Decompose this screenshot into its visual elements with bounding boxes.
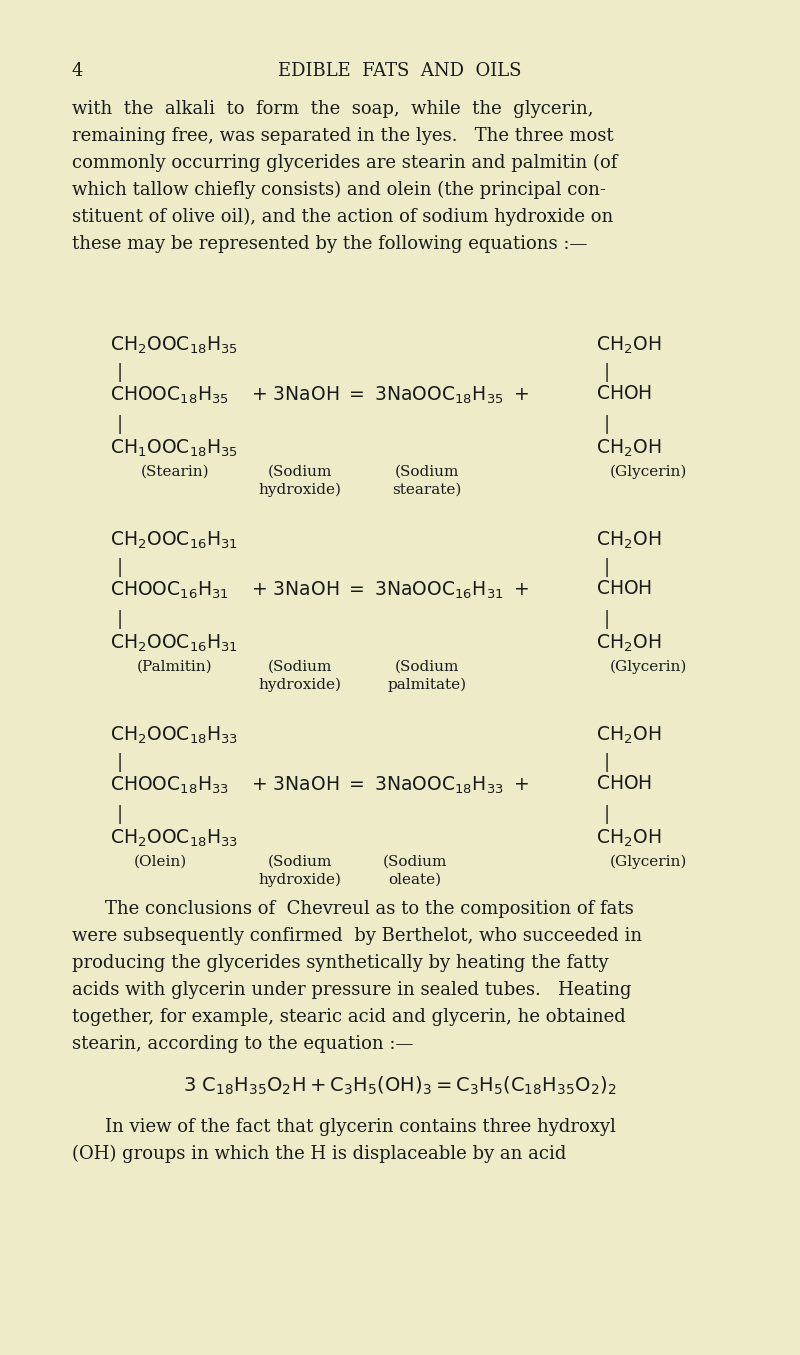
Text: |: | [604, 415, 610, 434]
Text: oleate): oleate) [389, 873, 442, 888]
Text: $\mathrm{CHOOC_{16}H_{31}}$: $\mathrm{CHOOC_{16}H_{31}}$ [110, 580, 229, 602]
Text: $\mathrm{CH_2OOC_{16}H_{31}}$: $\mathrm{CH_2OOC_{16}H_{31}}$ [110, 633, 238, 654]
Text: $\mathrm{CH_2OOC_{18}H_{35}}$: $\mathrm{CH_2OOC_{18}H_{35}}$ [110, 335, 238, 356]
Text: |: | [117, 753, 123, 772]
Text: $+ \ 3\mathrm{NaOH} \ = \ 3\mathrm{NaOOC_{18}H_{33}} \ +$: $+ \ 3\mathrm{NaOH} \ = \ 3\mathrm{NaOOC… [251, 775, 529, 797]
Text: (Sodium: (Sodium [395, 660, 459, 673]
Text: (Stearin): (Stearin) [141, 465, 210, 480]
Text: |: | [117, 610, 123, 629]
Text: 4: 4 [72, 62, 83, 80]
Text: $\mathrm{CH_2OOC_{18}H_{33}}$: $\mathrm{CH_2OOC_{18}H_{33}}$ [110, 828, 238, 850]
Text: (Glycerin): (Glycerin) [610, 660, 686, 675]
Text: (Glycerin): (Glycerin) [610, 855, 686, 870]
Text: |: | [604, 558, 610, 577]
Text: hydroxide): hydroxide) [258, 678, 342, 692]
Text: (Glycerin): (Glycerin) [610, 465, 686, 480]
Text: $+ \ 3\mathrm{NaOH} \ = \ 3\mathrm{NaOOC_{18}H_{35}} \ +$: $+ \ 3\mathrm{NaOH} \ = \ 3\mathrm{NaOOC… [251, 385, 529, 406]
Text: $\mathrm{CH_2OH}$: $\mathrm{CH_2OH}$ [596, 828, 662, 850]
Text: (Sodium: (Sodium [268, 465, 332, 480]
Text: with  the  alkali  to  form  the  soap,  while  the  glycerin,: with the alkali to form the soap, while … [72, 100, 594, 118]
Text: $\mathrm{CHOH}$: $\mathrm{CHOH}$ [596, 385, 652, 402]
Text: producing the glycerides synthetically by heating the fatty: producing the glycerides synthetically b… [72, 954, 609, 972]
Text: $+ \ 3\mathrm{NaOH} \ = \ 3\mathrm{NaOOC_{16}H_{31}} \ +$: $+ \ 3\mathrm{NaOH} \ = \ 3\mathrm{NaOOC… [251, 580, 529, 602]
Text: In view of the fact that glycerin contains three hydroxyl: In view of the fact that glycerin contai… [105, 1118, 616, 1135]
Text: were subsequently confirmed  by Berthelot, who succeeded in: were subsequently confirmed by Berthelot… [72, 927, 642, 944]
Text: hydroxide): hydroxide) [258, 482, 342, 497]
Text: $\mathrm{CH_2OH}$: $\mathrm{CH_2OH}$ [596, 725, 662, 747]
Text: together, for example, stearic acid and glycerin, he obtained: together, for example, stearic acid and … [72, 1008, 626, 1026]
Text: $\mathrm{CH_2OOC_{16}H_{31}}$: $\mathrm{CH_2OOC_{16}H_{31}}$ [110, 530, 238, 551]
Text: stearin, according to the equation :—: stearin, according to the equation :— [72, 1035, 414, 1053]
Text: palmitate): palmitate) [387, 678, 466, 692]
Text: |: | [604, 753, 610, 772]
Text: hydroxide): hydroxide) [258, 873, 342, 888]
Text: stearate): stearate) [392, 482, 462, 497]
Text: (Sodium: (Sodium [395, 465, 459, 480]
Text: $\mathrm{CH_2OH}$: $\mathrm{CH_2OH}$ [596, 335, 662, 356]
Text: $\mathrm{CH_2OOC_{18}H_{33}}$: $\mathrm{CH_2OOC_{18}H_{33}}$ [110, 725, 238, 747]
Text: $\mathrm{CHOH}$: $\mathrm{CHOH}$ [596, 775, 652, 793]
Text: |: | [117, 558, 123, 577]
Text: |: | [604, 610, 610, 629]
Text: $\mathrm{CHOOC_{18}H_{33}}$: $\mathrm{CHOOC_{18}H_{33}}$ [110, 775, 229, 797]
Text: $\mathrm{CH_2OH}$: $\mathrm{CH_2OH}$ [596, 438, 662, 459]
Text: $3\ \mathrm{C_{18}H_{35}O_2H} + \mathrm{C_3H_5(OH)_3} = \mathrm{C_3H_5(C_{18}H_{: $3\ \mathrm{C_{18}H_{35}O_2H} + \mathrm{… [183, 1075, 617, 1098]
Text: (Palmitin): (Palmitin) [137, 660, 213, 673]
Text: |: | [604, 363, 610, 382]
Text: $\mathrm{CHOOC_{18}H_{35}}$: $\mathrm{CHOOC_{18}H_{35}}$ [110, 385, 229, 406]
Text: |: | [117, 415, 123, 434]
Text: $\mathrm{CH_2OH}$: $\mathrm{CH_2OH}$ [596, 530, 662, 551]
Text: (Olein): (Olein) [134, 855, 186, 869]
Text: stituent of olive oil), and the action of sodium hydroxide on: stituent of olive oil), and the action o… [72, 209, 614, 226]
Text: EDIBLE  FATS  AND  OILS: EDIBLE FATS AND OILS [278, 62, 522, 80]
Text: acids with glycerin under pressure in sealed tubes.   Heating: acids with glycerin under pressure in se… [72, 981, 631, 999]
Text: $\mathrm{CHOH}$: $\mathrm{CHOH}$ [596, 580, 652, 598]
Text: $\mathrm{CH_1OOC_{18}H_{35}}$: $\mathrm{CH_1OOC_{18}H_{35}}$ [110, 438, 238, 459]
Text: (Sodium: (Sodium [268, 855, 332, 869]
Text: |: | [604, 805, 610, 824]
Text: commonly occurring glycerides are stearin and palmitin (of: commonly occurring glycerides are steari… [72, 154, 618, 172]
Text: |: | [117, 805, 123, 824]
Text: (Sodium: (Sodium [268, 660, 332, 673]
Text: remaining free, was separated in the lyes.   The three most: remaining free, was separated in the lye… [72, 127, 614, 145]
Text: |: | [117, 363, 123, 382]
Text: these may be represented by the following equations :—: these may be represented by the followin… [72, 234, 587, 253]
Text: (Sodium: (Sodium [383, 855, 447, 869]
Text: $\mathrm{CH_2OH}$: $\mathrm{CH_2OH}$ [596, 633, 662, 654]
Text: The conclusions of  Chevreul as to the composition of fats: The conclusions of Chevreul as to the co… [105, 900, 634, 917]
Text: (OH) groups in which the H is displaceable by an acid: (OH) groups in which the H is displaceab… [72, 1145, 566, 1163]
Text: which tallow chiefly consists) and olein (the principal con-: which tallow chiefly consists) and olein… [72, 182, 606, 199]
